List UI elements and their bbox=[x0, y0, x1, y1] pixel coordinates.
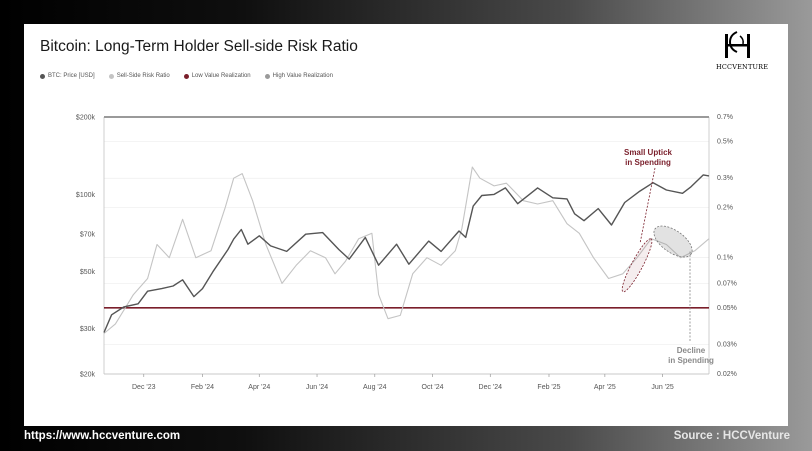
annotation-decline-line2: in Spending bbox=[668, 356, 714, 365]
chart-legend: BTC: Price [USD] Sell-Side Risk Ratio Lo… bbox=[40, 73, 333, 79]
legend-item-high: High Value Realization bbox=[264, 73, 333, 79]
legend-label-price: BTC: Price [USD] bbox=[48, 73, 95, 79]
legend-label-ratio: Sell-Side Risk Ratio bbox=[116, 73, 170, 79]
y-left-tick-label: $100k bbox=[76, 192, 96, 199]
legend-dot-high bbox=[264, 73, 270, 79]
legend-item-price: BTC: Price [USD] bbox=[40, 73, 95, 79]
legend-label-high: High Value Realization bbox=[272, 73, 333, 79]
x-tick-label: Apr '24 bbox=[248, 384, 270, 391]
decline-highlight-ellipse bbox=[653, 225, 693, 258]
uptick-pointer-line bbox=[639, 167, 656, 244]
chart-title: Bitcoin: Long-Term Holder Sell-side Risk… bbox=[40, 38, 358, 55]
x-tick-label: Aug '24 bbox=[363, 384, 387, 391]
hcc-logo-icon bbox=[725, 31, 750, 58]
y-left-tick-label: $20k bbox=[80, 372, 96, 379]
x-tick-label: Feb '24 bbox=[191, 384, 214, 391]
legend-item-low: Low Value Realization bbox=[183, 73, 251, 79]
uptick-highlight-ellipse bbox=[621, 238, 653, 293]
y-left-tick-label: $200k bbox=[76, 115, 96, 122]
logo-text: HCCVENTURE bbox=[716, 63, 769, 71]
legend-item-ratio: Sell-Side Risk Ratio bbox=[108, 73, 170, 79]
x-tick-label: Dec '23 bbox=[132, 384, 156, 391]
hcc-logo: HCCVENTURE bbox=[716, 30, 769, 71]
y-right-tick-label: 0.2% bbox=[717, 205, 733, 212]
x-tick-label: Apr '25 bbox=[594, 384, 616, 391]
x-tick-label: Jun '25 bbox=[651, 384, 673, 391]
source-credit: Source : HCCVenture bbox=[673, 430, 790, 442]
y-right-tick-label: 0.7% bbox=[717, 114, 733, 121]
x-tick-label: Oct '24 bbox=[422, 384, 444, 391]
series-line-btc-price bbox=[103, 174, 710, 333]
annotation-uptick-line2: in Spending bbox=[625, 158, 671, 167]
legend-dot-low bbox=[183, 73, 189, 79]
x-tick-label: Feb '25 bbox=[537, 384, 560, 391]
y-right-tick-label: 0.03% bbox=[717, 342, 737, 349]
chart-card: Bitcoin: Long-Term Holder Sell-side Risk… bbox=[24, 24, 788, 426]
y-right-tick-label: 0.5% bbox=[717, 138, 733, 145]
series-line-sell-side-risk-ratio bbox=[103, 166, 710, 334]
y-right-tick-label: 0.02% bbox=[717, 371, 737, 378]
legend-dot-price bbox=[40, 73, 45, 79]
y-right-tick-label: 0.3% bbox=[717, 175, 733, 182]
y-left-tick-label: $30k bbox=[80, 326, 96, 333]
x-tick-label: Jun '24 bbox=[306, 384, 328, 391]
annotation-decline-line1: Decline bbox=[677, 346, 706, 355]
annotation-uptick-line1: Small Uptick bbox=[624, 148, 673, 157]
y-left-tick-label: $50k bbox=[80, 269, 96, 276]
y-right-tick-label: 0.1% bbox=[717, 255, 733, 262]
legend-dot-ratio bbox=[108, 73, 114, 79]
y-right-tick-label: 0.05% bbox=[717, 305, 737, 312]
website-url-link[interactable]: https://www.hccventure.com bbox=[24, 430, 181, 442]
x-tick-label: Dec '24 bbox=[479, 384, 503, 391]
y-right-tick-label: 0.07% bbox=[717, 280, 737, 287]
y-left-tick-label: $70k bbox=[80, 232, 96, 239]
legend-label-low: Low Value Realization bbox=[191, 73, 251, 79]
